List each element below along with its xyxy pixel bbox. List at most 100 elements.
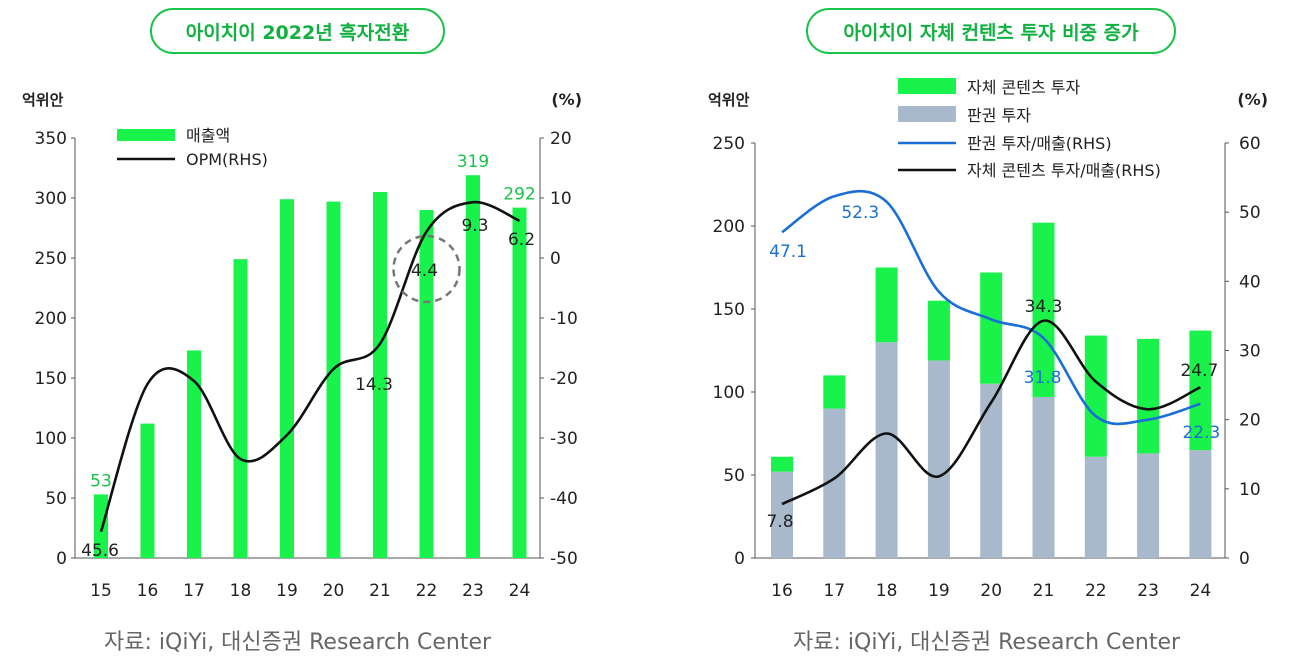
right-own-content-bar xyxy=(927,300,950,361)
right-license-bar xyxy=(1084,456,1107,558)
right-y-tick-label: 250 xyxy=(713,134,745,154)
left-x-tick-label: 20 xyxy=(323,581,345,601)
right-own-ratio-data-label: 34.3 xyxy=(1025,297,1063,317)
right-license-ratio-data-label: 47.1 xyxy=(769,242,807,262)
left-y-tick-label: 50 xyxy=(45,489,67,509)
right-license-bar xyxy=(1189,450,1212,558)
left-x-tick-label: 18 xyxy=(230,581,252,601)
left-legend-revenue-swatch xyxy=(117,129,175,141)
left-y-tick-label: 100 xyxy=(35,429,67,449)
right-legend-own-swatch xyxy=(898,78,956,94)
right-y2-tick-label: 0 xyxy=(1239,549,1250,569)
right-y-tick-label: 0 xyxy=(734,549,745,569)
right-x-tick-label: 16 xyxy=(771,581,793,601)
left-x-tick-label: 15 xyxy=(90,581,112,601)
right-license-bar xyxy=(875,342,898,558)
right-chart-title: 아이치이 자체 컨텐츠 투자 비중 증가 xyxy=(806,8,1176,54)
left-opm-data-label: 9.3 xyxy=(461,216,488,236)
left-y2-tick-label: -40 xyxy=(550,489,578,509)
left-revenue-bar xyxy=(187,350,201,558)
left-x-tick-label: 17 xyxy=(183,581,205,601)
right-chart-source: 자료: iQiYi, 대신증권 Research Center xyxy=(793,630,1181,655)
right-x-tick-label: 20 xyxy=(980,581,1002,601)
left-y-axis-title: 억위안 xyxy=(22,91,64,109)
right-legend-own-ratio-label: 자체 콘텐츠 투자/매출(RHS) xyxy=(967,161,1161,180)
left-y2-tick-label: 10 xyxy=(550,189,572,209)
right-y2-axis-title: (%) xyxy=(1237,90,1268,109)
right-own-content-bar xyxy=(771,456,793,472)
left-x-tick-label: 19 xyxy=(276,581,298,601)
right-y-tick-label: 150 xyxy=(713,300,745,320)
left-chart-title: 아이치이 2022년 흑자전환 xyxy=(150,8,445,54)
right-license-bar xyxy=(1032,396,1055,558)
right-license-bar xyxy=(823,408,846,558)
left-opm-data-label: 45.6 xyxy=(81,541,119,561)
right-y-tick-label: 200 xyxy=(713,217,745,237)
right-license-bar xyxy=(927,360,950,558)
left-opm-data-label: 4.4 xyxy=(411,261,438,281)
right-y2-tick-label: 10 xyxy=(1239,480,1261,500)
right-license-bar xyxy=(771,471,793,558)
right-license-bar xyxy=(1137,453,1160,558)
left-opm-data-label: 14.3 xyxy=(355,375,393,395)
left-y-tick-label: 200 xyxy=(35,309,67,329)
left-revenue-bar xyxy=(140,423,155,558)
left-revenue-bar xyxy=(280,199,294,558)
left-y2-tick-label: -50 xyxy=(550,549,578,569)
right-own-ratio-data-label: 7.8 xyxy=(766,512,793,532)
left-x-tick-label: 23 xyxy=(462,581,484,601)
left-y2-axis-title: (%) xyxy=(551,90,582,109)
left-legend-opm-label: OPM(RHS) xyxy=(186,150,268,169)
right-legend-license-swatch xyxy=(898,106,956,122)
left-revenue-bar xyxy=(326,201,341,558)
right-x-tick-label: 19 xyxy=(928,581,950,601)
left-x-tick-label: 16 xyxy=(137,581,159,601)
right-x-tick-label: 17 xyxy=(823,581,845,601)
right-license-bar xyxy=(980,383,1003,558)
right-own-ratio-data-label: 24.7 xyxy=(1180,361,1218,381)
right-y-tick-label: 100 xyxy=(713,383,745,403)
left-bar-data-label: 319 xyxy=(457,152,489,172)
right-own-content-bar xyxy=(1032,222,1055,397)
left-y2-tick-label: 0 xyxy=(550,249,561,269)
right-own-ratio-line xyxy=(781,319,1201,506)
right-own-content-bar xyxy=(875,267,898,343)
left-y2-tick-label: 20 xyxy=(550,129,572,149)
right-x-tick-label: 23 xyxy=(1137,581,1159,601)
left-revenue-bar xyxy=(233,259,248,558)
right-own-content-bar xyxy=(823,375,846,409)
right-license-ratio-data-label: 22.3 xyxy=(1182,423,1220,443)
right-y-axis-title: 억위안 xyxy=(708,91,750,109)
right-legend-license-ratio-label: 판권 투자/매출(RHS) xyxy=(967,134,1112,153)
left-y-tick-label: 150 xyxy=(35,369,67,389)
right-y-tick-label: 50 xyxy=(723,466,745,486)
left-bar-data-label: 53 xyxy=(90,471,112,491)
left-revenue-bar xyxy=(512,207,527,558)
right-own-content-bar xyxy=(1084,335,1107,457)
left-x-tick-label: 22 xyxy=(416,581,438,601)
right-license-ratio-data-label: 52.3 xyxy=(841,203,879,223)
right-legend-own-label: 자체 콘텐츠 투자 xyxy=(967,78,1080,97)
left-revenue-bar xyxy=(373,192,387,558)
left-y2-tick-label: -10 xyxy=(550,309,578,329)
left-chart-source: 자료: iQiYi, 대신증권 Research Center xyxy=(104,630,492,655)
left-legend-revenue-label: 매출액 xyxy=(186,126,230,145)
left-revenue-bar xyxy=(466,175,480,558)
right-x-tick-label: 18 xyxy=(876,581,898,601)
right-x-tick-label: 21 xyxy=(1033,581,1055,601)
left-highlight-circle xyxy=(392,234,461,304)
left-revenue-bar xyxy=(419,210,434,558)
right-y2-tick-label: 20 xyxy=(1239,411,1261,431)
right-y2-tick-label: 30 xyxy=(1239,342,1261,362)
left-x-tick-label: 21 xyxy=(369,581,391,601)
left-y-tick-label: 350 xyxy=(35,129,67,149)
right-y2-tick-label: 50 xyxy=(1239,203,1261,223)
right-x-tick-label: 24 xyxy=(1190,581,1212,601)
left-y-tick-label: 250 xyxy=(35,249,67,269)
left-revenue-bar xyxy=(94,494,108,558)
right-x-tick-label: 22 xyxy=(1085,581,1107,601)
right-own-content-bar xyxy=(1137,338,1160,454)
left-y-tick-label: 300 xyxy=(35,189,67,209)
left-y-tick-label: 0 xyxy=(56,549,67,569)
